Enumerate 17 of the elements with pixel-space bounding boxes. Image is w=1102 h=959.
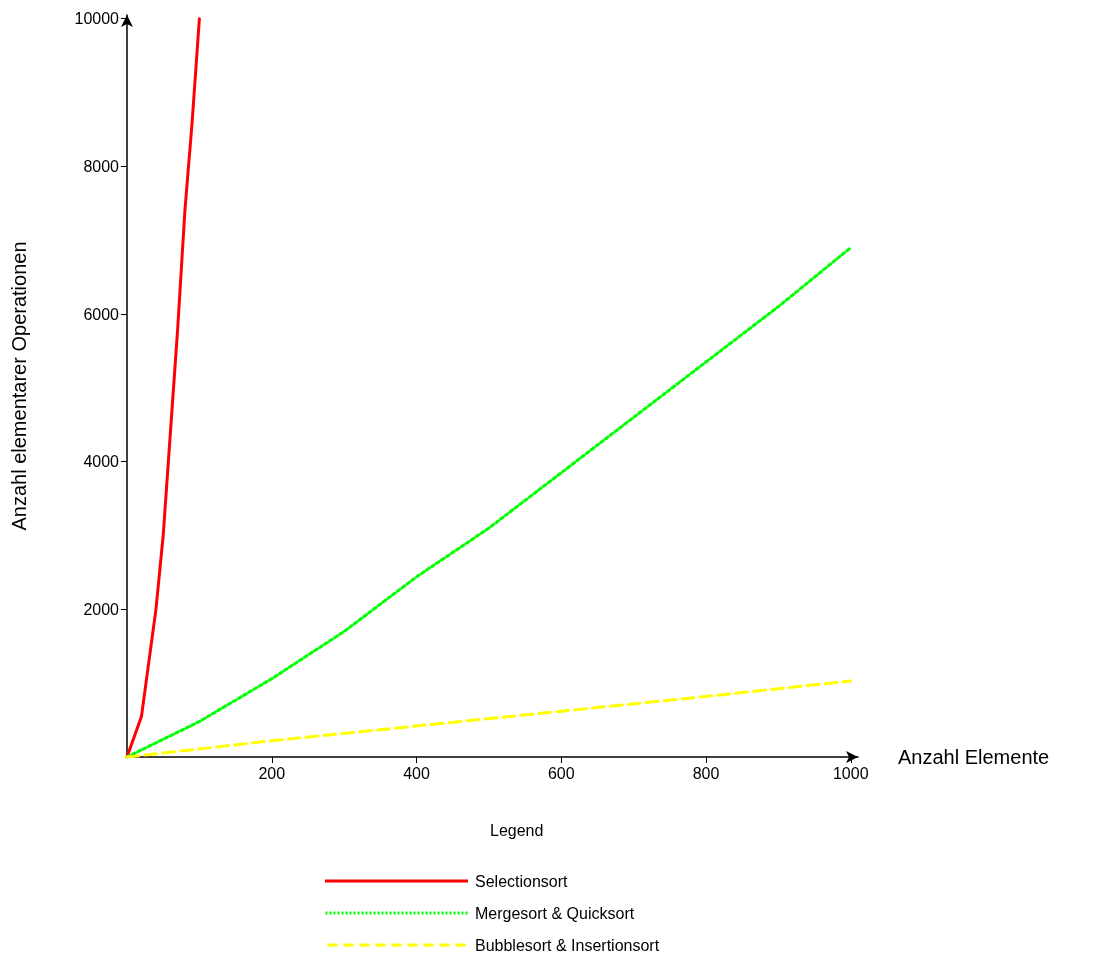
x-tick-label: 600 bbox=[547, 764, 575, 782]
y-tick-label: 10000 bbox=[74, 10, 120, 28]
y-tick-label: 8000 bbox=[83, 157, 120, 175]
legend-title: Legend bbox=[490, 821, 544, 839]
y-tick-label: 2000 bbox=[83, 600, 120, 618]
y-tick-label: 4000 bbox=[83, 453, 120, 471]
x-tick-label: 200 bbox=[258, 764, 286, 782]
legend-label: Bubblesort & Insertionsort bbox=[475, 936, 660, 954]
y-axis-title: Anzahl elementarer Operationen bbox=[8, 241, 30, 531]
y-tick-label: 6000 bbox=[83, 305, 120, 323]
x-tick-label: 400 bbox=[403, 764, 430, 782]
x-axis-title: Anzahl Elemente bbox=[898, 746, 1050, 768]
legend-label: Mergesort & Quicksort bbox=[475, 904, 635, 922]
x-tick-label: 1000 bbox=[832, 764, 869, 782]
x-tick-label: 800 bbox=[692, 764, 720, 782]
line-series bbox=[125, 679, 853, 759]
legend-label: Selectionsort bbox=[475, 872, 569, 890]
